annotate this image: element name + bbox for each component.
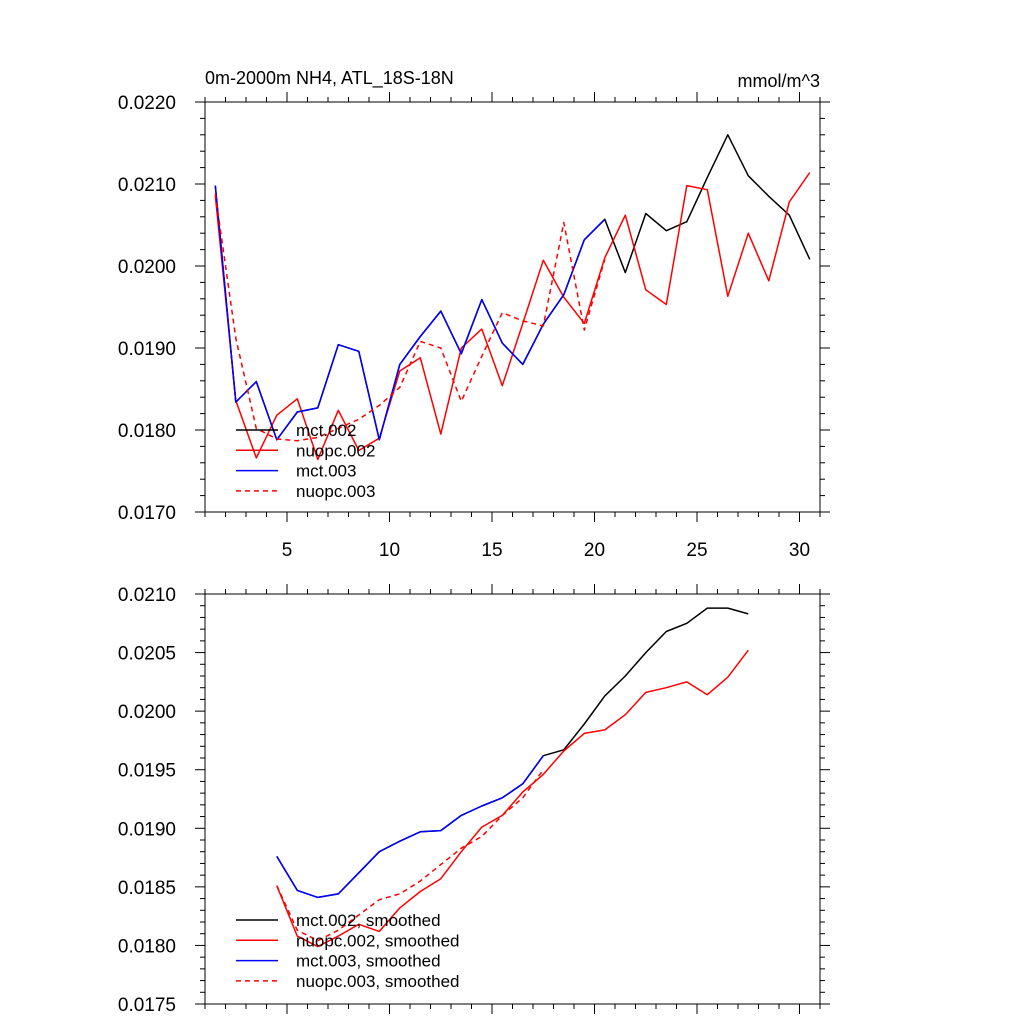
y-tick-label: 0.0175 (118, 995, 176, 1016)
y-tick-label: 0.0200 (118, 702, 176, 723)
series-line-mct-002 (214, 134, 811, 441)
series-line-mct-003-smoothed (276, 755, 544, 899)
series-line-nuopc-003 (214, 193, 606, 442)
x-tick-label: 5 (282, 540, 293, 561)
y-tick-label: 0.0200 (118, 257, 176, 278)
units-label: mmol/m^3 (738, 71, 820, 91)
series-line-mct-003 (214, 185, 606, 441)
legend-label: mct.002, smoothed (296, 911, 441, 930)
legend-label: nuopc.003 (296, 482, 375, 501)
y-tick-label: 0.0190 (118, 339, 176, 360)
y-tick-label: 0.0210 (118, 175, 176, 196)
x-tick-label: 20 (584, 540, 605, 561)
chart-title: 0m-2000m NH4, ATL_18S-18N (205, 68, 454, 89)
bottom-panel: 0.0175 0.0180 0.0185 0.0190 0.0195 0.0200 0.02… (118, 584, 830, 1016)
series-line-nuopc-002 (214, 172, 811, 461)
series-line-nuopc-003-smoothed (276, 769, 544, 942)
y-tick-label: 0.0180 (118, 421, 176, 442)
top-panel: 5 10 15 20 25 30 0.0170 0.0180 0.0190 0.0200 0.021… (118, 92, 830, 561)
y-tick-label: 0.0180 (118, 936, 176, 957)
x-tick-label: 25 (686, 540, 707, 561)
y-tick-label: 0.0210 (118, 585, 176, 606)
y-tick-label: 0.0190 (118, 819, 176, 840)
legend-label: nuopc.002 (296, 441, 375, 460)
legend-label: nuopc.003, smoothed (296, 972, 460, 991)
x-tick-label: 15 (481, 540, 502, 561)
y-tick-label: 0.0185 (118, 878, 176, 899)
legend-label: nuopc.002, smoothed (296, 931, 460, 950)
y-tick-label: 0.0195 (118, 761, 176, 782)
x-tick-label: 30 (789, 540, 810, 561)
y-tick-label: 0.0170 (118, 503, 176, 524)
series-line-nuopc-002-smoothed (276, 649, 749, 948)
x-tick-label: 10 (379, 540, 400, 561)
legend-label: mct.003, smoothed (296, 952, 441, 971)
legend-label: mct.002 (296, 421, 356, 440)
series-line-mct-002-smoothed (276, 607, 749, 899)
legend-label: mct.003 (296, 462, 356, 481)
y-tick-label: 0.0205 (118, 644, 176, 665)
y-tick-label: 0.0220 (118, 93, 176, 114)
